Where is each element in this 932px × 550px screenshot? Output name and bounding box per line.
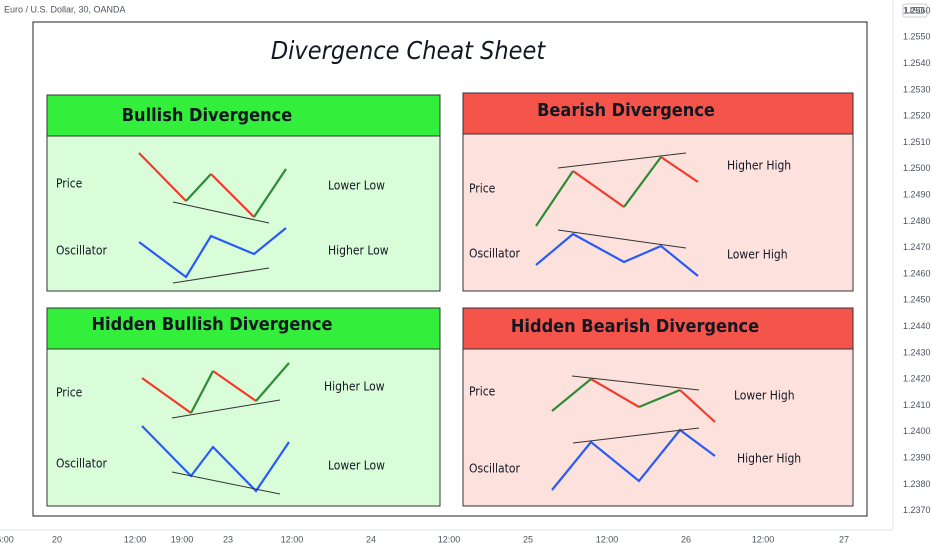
price-tick-label: 1.2460: [903, 268, 931, 278]
price-tick-label: 1.2470: [903, 242, 931, 252]
oscillator-label: Oscillator: [469, 247, 521, 261]
price-note: Lower High: [734, 389, 795, 403]
price-tick-label: 1.2440: [903, 321, 931, 331]
time-tick-label: 26: [681, 534, 691, 544]
price-note: Higher High: [727, 159, 791, 173]
oscillator-note: Higher Low: [328, 244, 389, 258]
price-label: Price: [56, 386, 83, 400]
diagram: [141, 362, 290, 495]
price-tick-label: 1.2450: [903, 295, 931, 305]
price-tick-label: 1.2420: [903, 374, 931, 384]
price-note: Higher Low: [324, 380, 385, 394]
price-tick-label: 1.2400: [903, 426, 931, 436]
time-tick-label: 25: [523, 534, 533, 544]
price-tick-label: 1.2410: [903, 400, 931, 410]
panel-body: [462, 348, 854, 507]
symbol-label: Euro / U.S. Dollar, 30, OANDA: [4, 4, 126, 14]
price-tick-label: 1.2510: [903, 137, 931, 147]
panel-title: Bearish Divergence: [537, 100, 715, 121]
currency-box[interactable]: [902, 3, 928, 18]
panel-body: [462, 133, 854, 292]
panel-title: Hidden Bearish Divergence: [511, 316, 759, 337]
panel-title: Bullish Divergence: [122, 105, 293, 126]
time-tick-label: 23: [223, 534, 233, 544]
oscillator-note: Lower Low: [328, 459, 385, 473]
price-label: Price: [56, 177, 83, 191]
oscillator-label: Oscillator: [56, 457, 108, 471]
sheet-title: Divergence Cheat Sheet: [271, 36, 546, 65]
price-tick-label: 1.2500: [903, 163, 931, 173]
oscillator-note: Lower High: [727, 248, 788, 262]
panel-header: [46, 94, 441, 137]
panel-header: [462, 307, 854, 350]
price-label: Price: [469, 182, 496, 196]
oscillator-note: Higher High: [737, 452, 801, 466]
price-tick-label: 1.2370: [903, 505, 931, 515]
price-tick-label: 1.2430: [903, 347, 931, 357]
diagram: [138, 152, 287, 284]
price-tick-label: 1.2380: [903, 479, 931, 489]
currency[interactable]: USD: [905, 5, 925, 15]
price-tick-label: 1.2540: [903, 58, 931, 68]
time-tick-label: 12:00: [124, 534, 147, 544]
price-tick-label: 1.2480: [903, 216, 931, 226]
time-tick-label: 24: [366, 534, 376, 544]
price-tick-label: 1.2390: [903, 452, 931, 462]
time-tick-label: 27: [839, 534, 849, 544]
price-tick-label: 1.2560: [903, 5, 931, 15]
price-tick-label: 1.2550: [903, 32, 931, 42]
price-tick-label: 1.2530: [903, 84, 931, 94]
time-tick-label: 19:00: [171, 534, 194, 544]
price-note: Lower Low: [328, 179, 385, 193]
time-tick-label: 12:00: [596, 534, 619, 544]
diagram: [535, 152, 699, 277]
time-tick-label: 12:00: [281, 534, 304, 544]
panel-header: [46, 307, 441, 350]
price-tick-label: 1.2520: [903, 111, 931, 121]
time-tick-label: 20: [52, 534, 62, 544]
panel-body: [46, 135, 441, 292]
oscillator-label: Oscillator: [469, 462, 521, 476]
price-label: Price: [469, 385, 496, 399]
time-tick-label: 12:00: [438, 534, 461, 544]
panel-body: [46, 348, 441, 507]
diagram: [551, 375, 716, 491]
time-tick-label: 6:00: [0, 534, 14, 544]
time-tick-label: 12:00: [752, 534, 775, 544]
panel-title: Hidden Bullish Divergence: [92, 314, 333, 335]
panel-header: [462, 92, 854, 135]
price-tick-label: 1.2490: [903, 189, 931, 199]
oscillator-label: Oscillator: [56, 244, 108, 258]
